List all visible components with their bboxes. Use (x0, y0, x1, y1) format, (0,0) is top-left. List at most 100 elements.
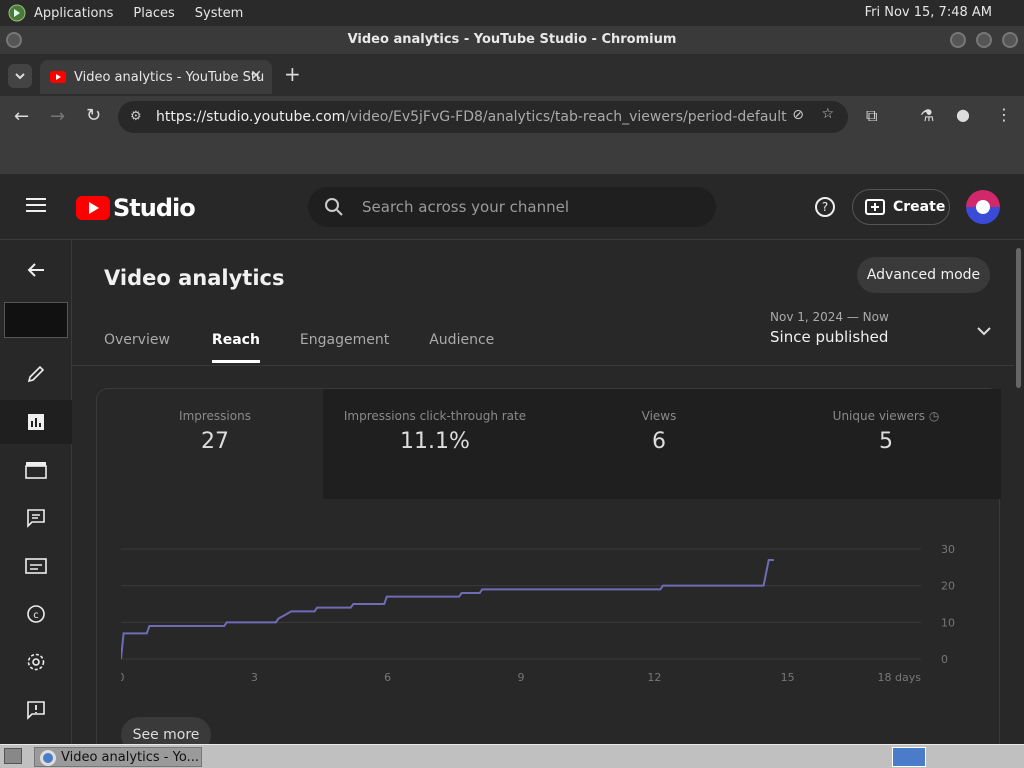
comments-icon[interactable] (0, 496, 72, 540)
bookmarks-bar (0, 138, 1024, 174)
y-tick-label: 20 (941, 580, 955, 593)
y-tick-label: 0 (941, 653, 948, 666)
copyright-icon[interactable]: c (0, 592, 72, 636)
x-tick-label: 12 (647, 671, 661, 684)
studio-logo-text: Studio (113, 194, 196, 222)
y-tick-label: 10 (941, 616, 955, 629)
create-video-icon (865, 199, 885, 215)
chromium-icon (40, 750, 56, 766)
x-tick-label: 15 (781, 671, 795, 684)
close-window-button[interactable] (1002, 32, 1018, 48)
sidebar: c (0, 240, 72, 744)
menu-places[interactable]: Places (133, 5, 175, 21)
metric-value: 6 (652, 429, 666, 454)
window-menu-button[interactable] (6, 32, 22, 48)
clock[interactable]: Fri Nov 15, 7:48 AM (864, 5, 992, 20)
url-field[interactable]: ⚙ https://studio.youtube.com /video/Ev5j… (118, 101, 848, 133)
page-scrollbar[interactable] (1014, 240, 1024, 744)
editor-clapper-icon[interactable] (0, 448, 72, 492)
subtitles-icon[interactable] (0, 544, 72, 588)
taskbar-window-item[interactable]: Video analytics - Yo... (34, 747, 202, 767)
studio-header: Studio Search across your channel ? Crea… (0, 174, 1024, 240)
period-label: Since published (770, 328, 889, 346)
settings-gear-icon[interactable] (0, 640, 72, 684)
window-titlebar: Video analytics - YouTube Studio - Chrom… (0, 26, 1024, 54)
period-chevron-down-icon[interactable] (976, 322, 992, 341)
browser-tab[interactable]: Video analytics - YouTube Stu ✕ (40, 60, 272, 94)
new-tab-button[interactable]: + (284, 62, 301, 86)
tab-search-button[interactable] (8, 64, 32, 88)
os-top-panel: Applications Places System Fri Nov 15, 7… (0, 0, 1024, 26)
period-dates: Nov 1, 2024 — Now (770, 310, 889, 324)
tab-audience[interactable]: Audience (429, 332, 495, 348)
forward-icon[interactable]: → (50, 106, 66, 127)
menu-system[interactable]: System (194, 5, 244, 21)
back-icon[interactable]: ← (14, 106, 30, 127)
avatar[interactable] (966, 190, 1000, 224)
see-more-button[interactable]: See more (121, 717, 211, 744)
feedback-icon[interactable] (0, 688, 72, 732)
period-selector[interactable]: Nov 1, 2024 — Now Since published (770, 310, 889, 346)
eye-off-icon[interactable]: ⊘ (792, 107, 804, 123)
page-title: Video analytics (104, 266, 285, 290)
metric-value: 5 (879, 429, 893, 454)
metric-label: Impressions (179, 409, 251, 423)
video-thumbnail[interactable] (0, 298, 72, 342)
tab-overview[interactable]: Overview (104, 332, 170, 348)
advanced-mode-button[interactable]: Advanced mode (857, 257, 990, 293)
youtube-logo-icon (76, 196, 110, 220)
help-icon[interactable]: ? (814, 196, 836, 222)
clock-info-icon[interactable]: ◷ (928, 409, 940, 423)
extensions-icon[interactable]: ⧉ (866, 106, 878, 125)
labs-flask-icon[interactable]: ⚗ (920, 106, 935, 125)
impressions-series-line[interactable] (121, 559, 774, 660)
reach-card: Impressions 27 Impressions click-through… (96, 388, 1001, 744)
taskbar-item-label: Video analytics - Yo... (61, 749, 199, 765)
workspace-switcher-icon[interactable] (892, 747, 926, 767)
edit-pencil-icon[interactable] (0, 352, 72, 396)
impressions-line-chart: 0 10 20 30 0 3 6 9 12 15 18 days (121, 543, 955, 684)
x-tick-label: 18 days (878, 671, 922, 684)
url-path: /video/Ev5jFvG-FD8/analytics/tab-reach_v… (345, 109, 787, 125)
create-button[interactable]: Create (852, 189, 950, 225)
svg-text:?: ? (822, 200, 828, 214)
tabs-divider (72, 365, 1014, 366)
metric-views[interactable]: Views 6 (547, 389, 771, 499)
site-settings-icon[interactable]: ⚙ (130, 109, 142, 124)
x-tick-label: 3 (251, 671, 258, 684)
bookmark-star-icon[interactable]: ☆ (821, 106, 834, 122)
minimize-button[interactable] (950, 32, 966, 48)
gnome-foot-icon[interactable] (6, 3, 28, 23)
svg-text:c: c (33, 610, 39, 621)
create-label: Create (893, 199, 946, 215)
metric-label: Impressions click-through rate (343, 409, 527, 423)
address-bar-row: ← → ↻ ⚙ https://studio.youtube.com /vide… (0, 96, 1024, 138)
tab-reach[interactable]: Reach (211, 332, 260, 363)
url-host: https://studio.youtube.com (156, 109, 346, 125)
reload-icon[interactable]: ↻ (86, 105, 102, 126)
menu-applications[interactable]: Applications (34, 5, 114, 21)
search-icon (325, 198, 343, 216)
close-tab-icon[interactable]: ✕ (250, 68, 262, 84)
metric-unique-viewers[interactable]: Unique viewers ◷ 5 (771, 389, 1001, 499)
scrollbar-thumb[interactable] (1016, 248, 1021, 388)
tab-strip: Video analytics - YouTube Stu ✕ + (0, 54, 1024, 96)
metric-label: Unique viewers ◷ (771, 409, 1001, 423)
metric-label: Views (641, 409, 677, 423)
analytics-tabs: Overview Reach Engagement Audience (104, 332, 494, 363)
analytics-icon[interactable] (0, 400, 72, 444)
window-title: Video analytics - YouTube Studio - Chrom… (347, 32, 677, 47)
y-tick-label: 30 (941, 543, 955, 556)
tab-engagement[interactable]: Engagement (299, 332, 390, 348)
show-desktop-icon[interactable] (4, 748, 22, 764)
search-input[interactable]: Search across your channel (308, 187, 716, 227)
profile-icon[interactable]: ● (956, 105, 970, 124)
more-menu-icon[interactable]: ⋮ (996, 105, 1012, 124)
maximize-button[interactable] (976, 32, 992, 48)
back-arrow-icon[interactable] (0, 248, 72, 292)
metric-ctr[interactable]: Impressions click-through rate 11.1% (323, 389, 547, 499)
studio-logo[interactable]: Studio (76, 194, 196, 222)
hamburger-menu-icon[interactable] (26, 196, 48, 218)
metric-impressions[interactable]: Impressions 27 (107, 389, 323, 499)
main-content: Video analytics Advanced mode Overview R… (72, 240, 1014, 744)
